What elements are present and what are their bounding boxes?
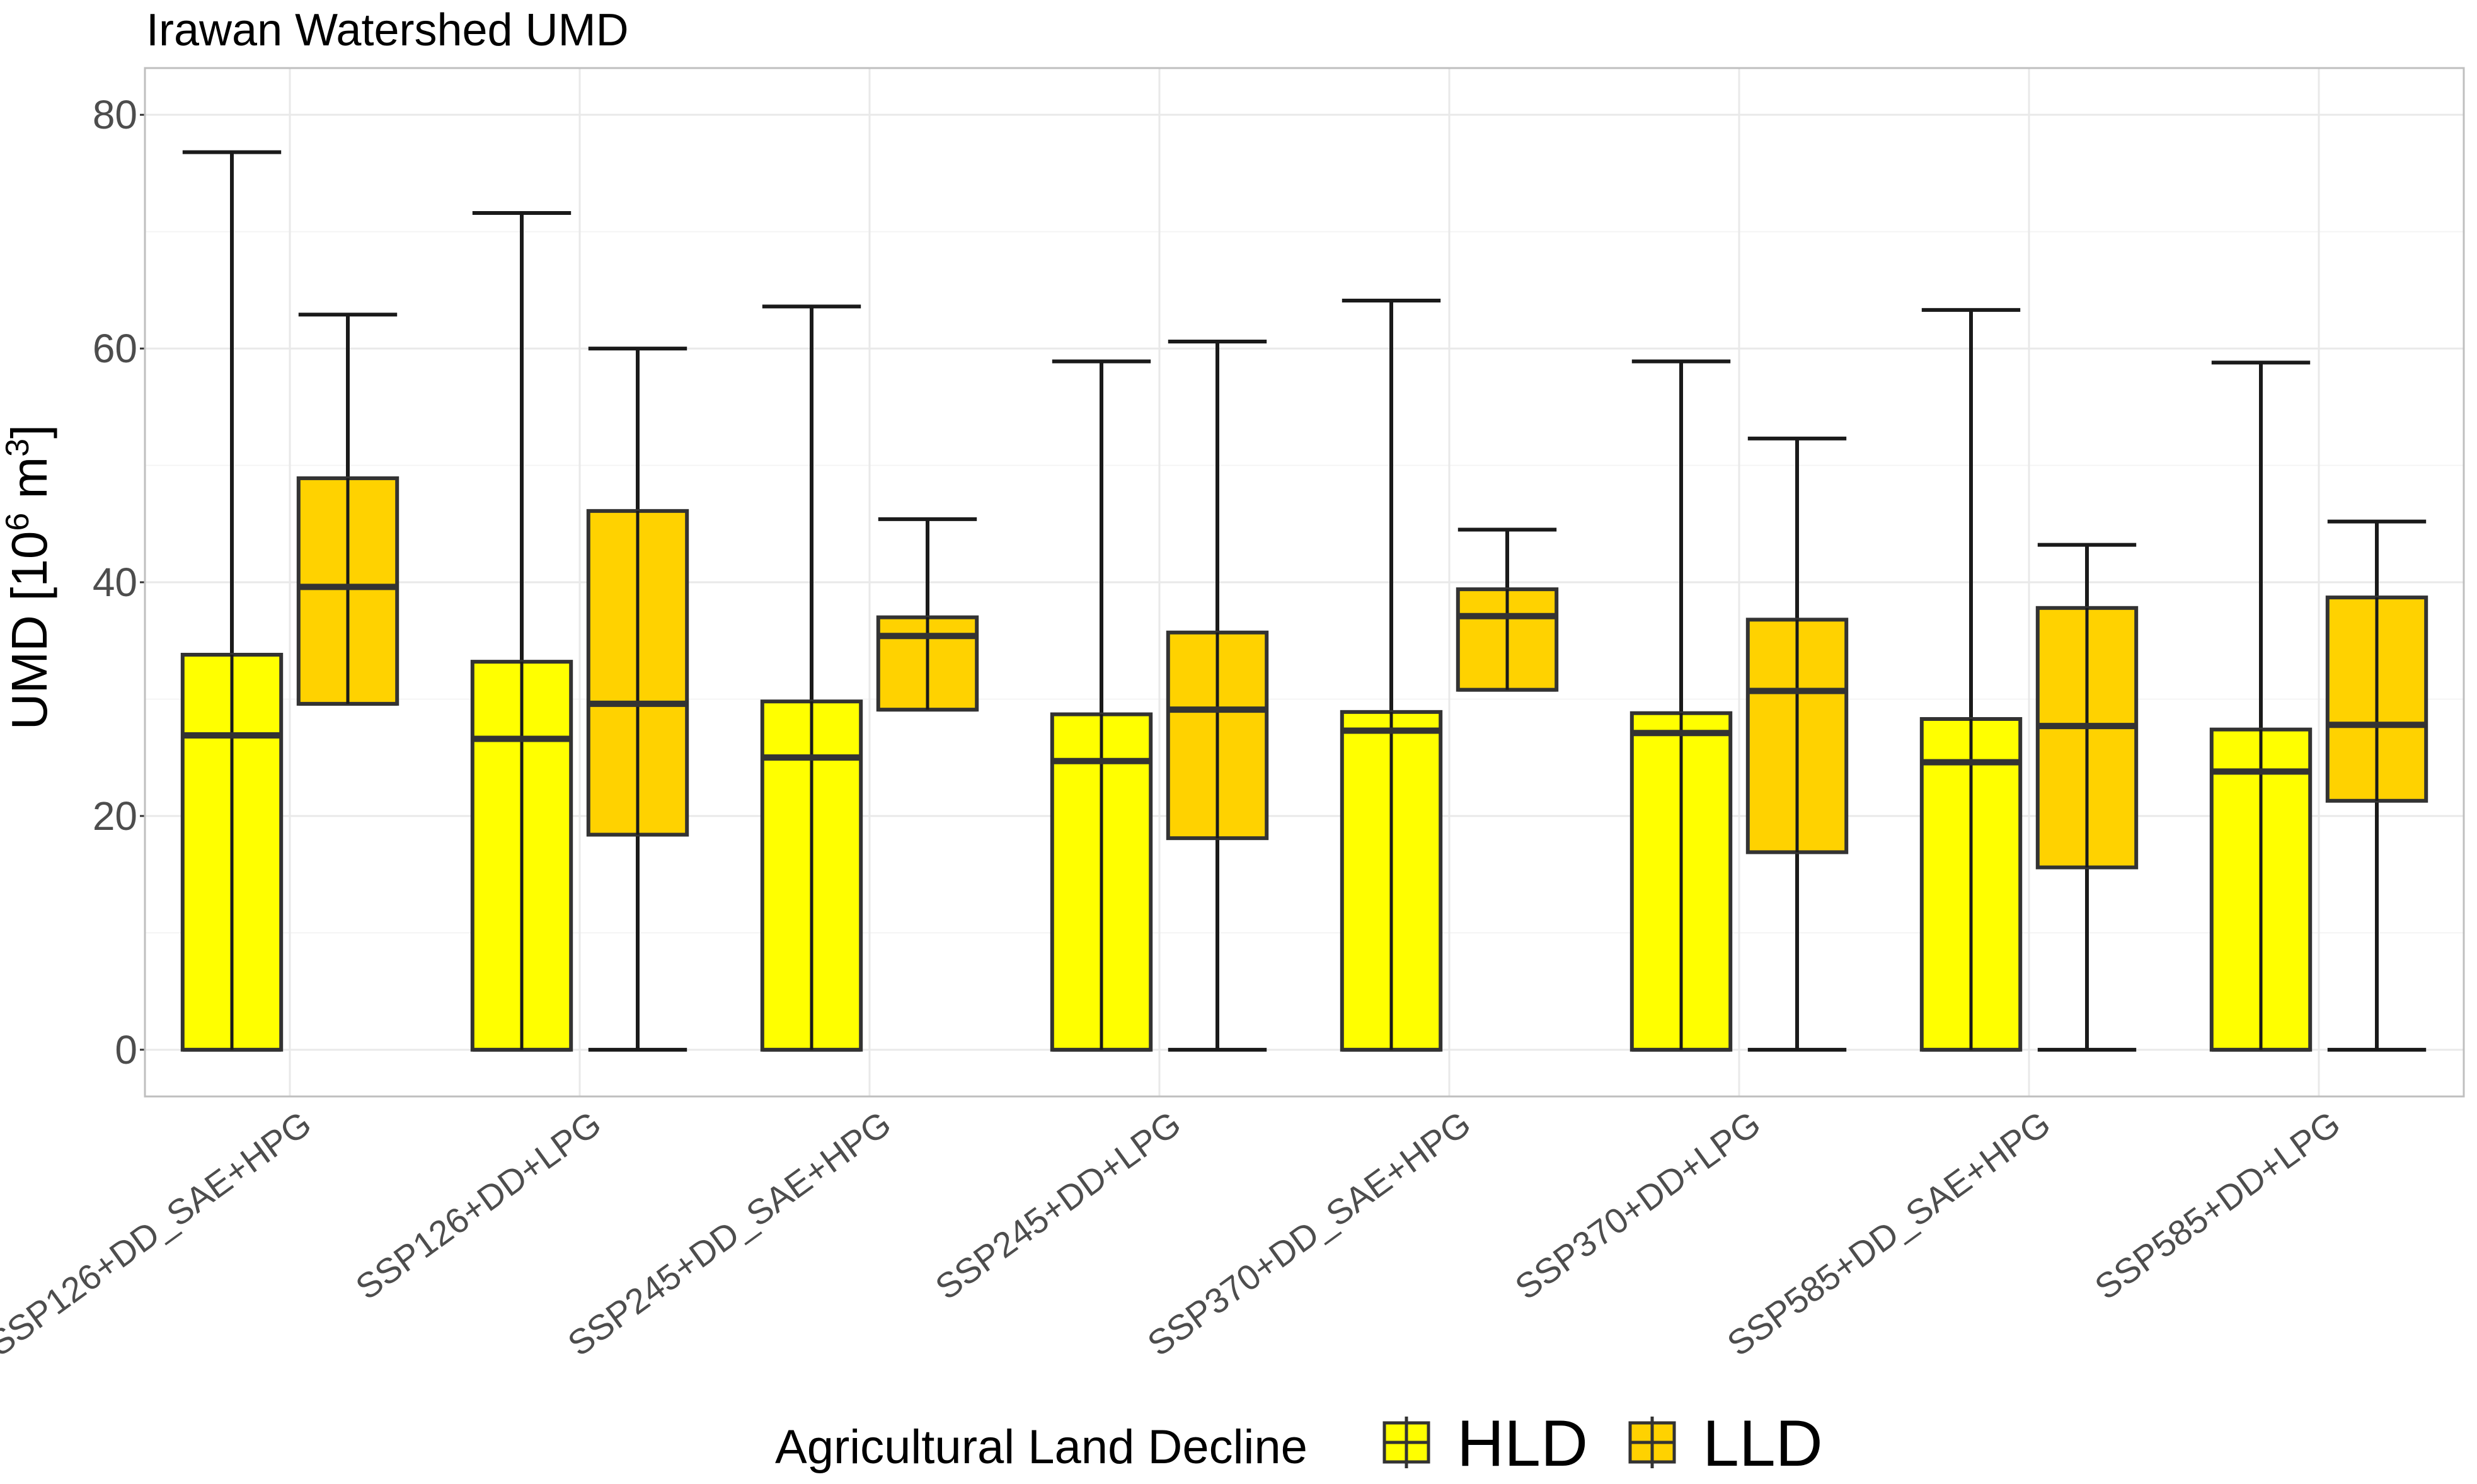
legend-key-hld [1382,1417,1430,1468]
y-tick-label: 80 [93,92,137,137]
box-hld-8 [2209,360,2313,1052]
box-lld-7 [2035,543,2139,1052]
box-hld-5 [1340,299,1443,1052]
legend-label-lld: LLD [1703,1407,1823,1480]
box-layer [180,150,2428,1052]
y-tick-labels: 0 20 40 60 80 [93,92,145,1073]
y-tick-label: 0 [115,1027,137,1073]
chart-title: Irawan Watershed UMD [146,5,629,55]
box-lld-8 [2325,519,2428,1052]
box-lld-1 [296,313,399,706]
box-hld-4 [1050,359,1153,1052]
legend-key-lld [1628,1417,1676,1468]
y-tick-label: 40 [93,560,137,605]
box-hld-7 [1919,308,2023,1052]
panel-border [144,67,2465,1098]
y-axis-label-main: UMD [10 [1,531,57,730]
y-tick-label: 20 [93,793,137,839]
y-axis-label: UMD [106 m3] [0,425,57,730]
box-lld-3 [876,517,979,712]
box-lld-5 [1456,527,1559,692]
box-lld-4 [1166,339,1269,1052]
y-axis-label-sup1: 6 [0,513,36,531]
y-axis-label-end: ] [1,425,57,439]
box-hld-2 [470,210,573,1052]
box-lld-2 [586,347,689,1052]
y-axis-label-sup2: 3 [0,439,36,457]
box-hld-1 [180,150,284,1052]
legend-title: Agricultural Land Decline [775,1420,1307,1474]
legend: Agricultural Land Decline HLD LLD [775,1407,1823,1480]
box-hld-6 [1629,359,1733,1052]
legend-label-hld: HLD [1457,1407,1588,1480]
box-hld-3 [760,304,863,1052]
y-axis-label-mid: m [1,457,57,513]
y-tick-label: 60 [93,326,137,371]
box-lld-6 [1745,436,1849,1052]
